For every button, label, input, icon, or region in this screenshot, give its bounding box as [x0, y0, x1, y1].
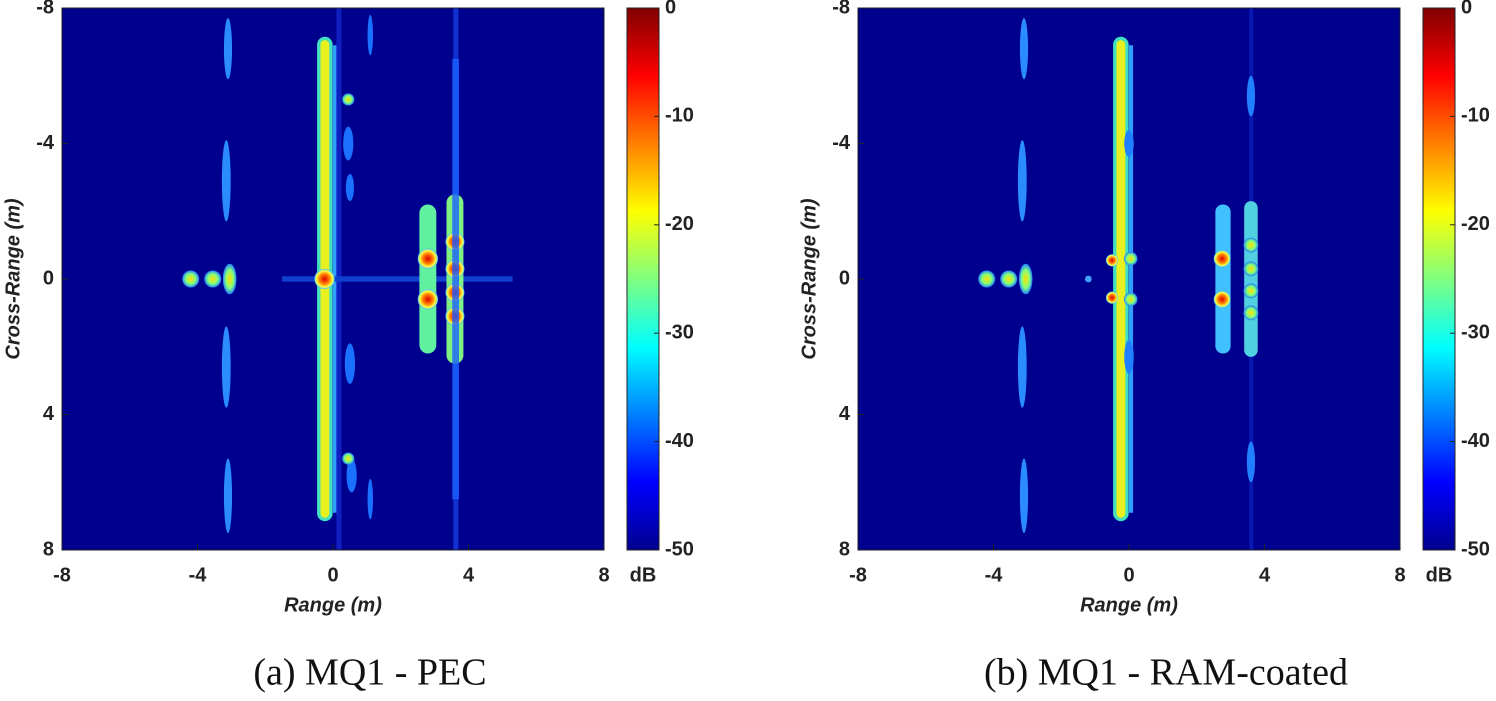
y-tick-label: 4 [839, 403, 851, 425]
x-tick-label: 4 [463, 564, 475, 586]
colorbar-tick-label: 0 [665, 0, 676, 18]
colorbar-tick-label: -20 [1461, 213, 1490, 235]
radar-image [62, 8, 604, 550]
y-tick-label: -4 [36, 132, 55, 154]
caption: (a) MQ1 - PEC [253, 652, 486, 694]
x-tick-label: -4 [985, 564, 1004, 586]
x-tick-label: 8 [1394, 564, 1405, 586]
colorbar-tick-label: -50 [1461, 538, 1490, 560]
colorbar-tick-label: -10 [665, 105, 694, 127]
y-tick-label: 4 [43, 403, 55, 425]
y-tick-label: -4 [832, 132, 851, 154]
x-tick-label: -8 [53, 564, 71, 586]
y-tick-label: 8 [839, 538, 850, 560]
y-tick-label: 0 [43, 267, 54, 289]
y-tick-label: 0 [839, 267, 850, 289]
caption: (b) MQ1 - RAM-coated [984, 652, 1348, 694]
colorbar-tick-label: -30 [665, 321, 694, 343]
colorbar-tick-label: -40 [665, 430, 694, 452]
colorbar-tick-label: -20 [665, 213, 694, 235]
colorbar [1422, 7, 1456, 551]
y-tick-label: -8 [36, 0, 54, 18]
x-tick-label: -4 [189, 564, 208, 586]
x-tick-label: -8 [849, 564, 867, 586]
colorbar-tick-label: -10 [1461, 105, 1490, 127]
y-tick-label: -8 [832, 0, 850, 18]
x-tick-label: 4 [1259, 564, 1271, 586]
x-tick-label: 0 [327, 564, 338, 586]
y-axis-label: Cross-Range (m) [2, 198, 24, 359]
colorbar-tick-label: -50 [665, 538, 694, 560]
colorbar-tick-label: -40 [1461, 430, 1490, 452]
colorbar-label: dB [630, 564, 657, 586]
colorbar-tick-label: 0 [1461, 0, 1472, 18]
y-tick-label: 8 [43, 538, 54, 560]
colorbar [626, 7, 660, 551]
x-tick-label: 8 [598, 564, 609, 586]
colorbar-label: dB [1426, 564, 1453, 586]
y-axis-label: Cross-Range (m) [798, 198, 820, 359]
x-axis-label: Range (m) [1080, 594, 1178, 616]
radar-image [858, 8, 1400, 550]
x-tick-label: 0 [1123, 564, 1134, 586]
colorbar-tick-label: -30 [1461, 321, 1490, 343]
x-axis-label: Range (m) [284, 594, 382, 616]
